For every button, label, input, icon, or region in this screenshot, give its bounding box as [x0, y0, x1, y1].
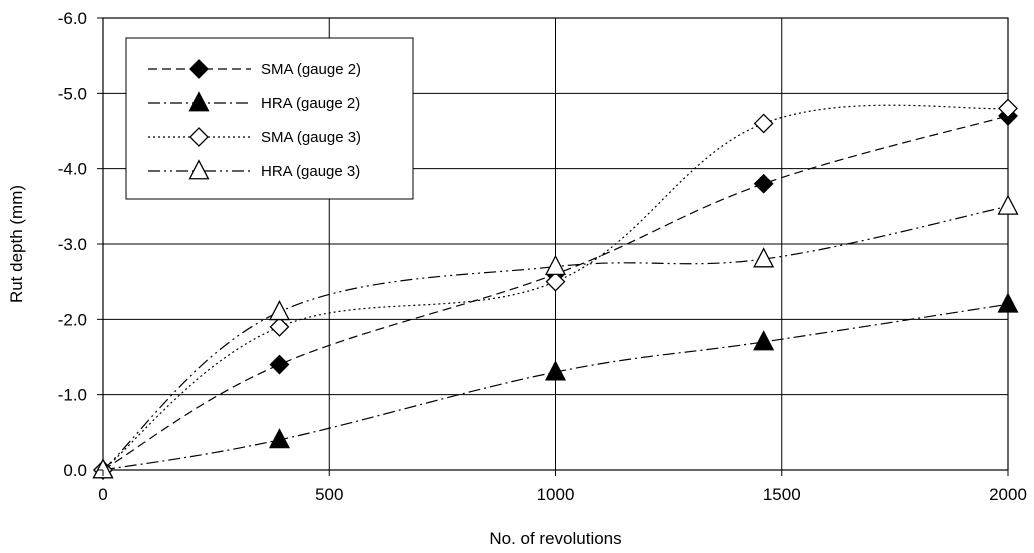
y-tick-label: -5.0: [58, 84, 87, 103]
data-point: [544, 254, 567, 276]
legend-label: SMA (gauge 3): [261, 129, 361, 146]
data-point: [268, 428, 290, 449]
x-tick-label: 0: [98, 485, 107, 504]
y-tick-label: -6.0: [58, 9, 87, 28]
x-axis-ticks: 0 500 1000 1500 2000: [98, 470, 1027, 504]
legend-label: HRA (gauge 2): [261, 95, 360, 112]
legend: SMA (gauge 2) HRA (gauge 2) SMA (gauge 3) H…: [125, 37, 414, 200]
legend-item: HRA (gauge 2): [148, 91, 360, 112]
y-tick-label: -2.0: [58, 310, 87, 329]
legend-item: SMA (gauge 3): [148, 127, 361, 147]
data-point: [753, 173, 774, 194]
data-point: [92, 458, 114, 479]
series-line: [102, 104, 1009, 471]
y-tick-label: 0.0: [63, 461, 87, 480]
data-point: [753, 330, 775, 351]
y-axis-label: Rut depth (mm): [7, 185, 26, 303]
data-point: [997, 292, 1019, 313]
y-tick-label: -1.0: [58, 386, 87, 405]
series-line: [102, 205, 1009, 471]
legend-box: [125, 37, 414, 200]
data-point: [269, 316, 290, 337]
x-tick-label: 2000: [989, 485, 1027, 504]
legend-swatch-marker: [188, 91, 210, 112]
legend-swatch-marker: [188, 159, 210, 180]
series-2: [93, 98, 1018, 480]
data-point: [269, 354, 290, 375]
data-point: [544, 360, 567, 381]
y-tick-label: -4.0: [58, 160, 87, 179]
y-tick-label: -3.0: [58, 235, 87, 254]
legend-swatch-marker: [189, 59, 209, 79]
series-3: [92, 194, 1019, 479]
x-tick-label: 500: [315, 485, 343, 504]
legend-item: HRA (gauge 3): [148, 159, 360, 180]
data-point: [268, 300, 290, 321]
legend-label: SMA (gauge 2): [261, 61, 361, 78]
series-layer: [92, 98, 1019, 480]
y-axis-ticks: 0.0 -1.0 -2.0 -3.0 -4.0 -5.0 -6.0: [58, 9, 103, 480]
legend-item: SMA (gauge 2): [148, 59, 361, 79]
x-tick-label: 1500: [763, 485, 801, 504]
data-point: [753, 247, 775, 268]
legend-swatch-marker: [189, 127, 209, 147]
data-point: [753, 113, 774, 134]
data-point: [997, 194, 1019, 215]
data-point: [545, 271, 566, 292]
legend-label: HRA (gauge 3): [261, 163, 360, 180]
x-tick-label: 1000: [537, 485, 575, 504]
x-axis-label: No. of revolutions: [489, 529, 621, 548]
data-point: [998, 98, 1018, 119]
